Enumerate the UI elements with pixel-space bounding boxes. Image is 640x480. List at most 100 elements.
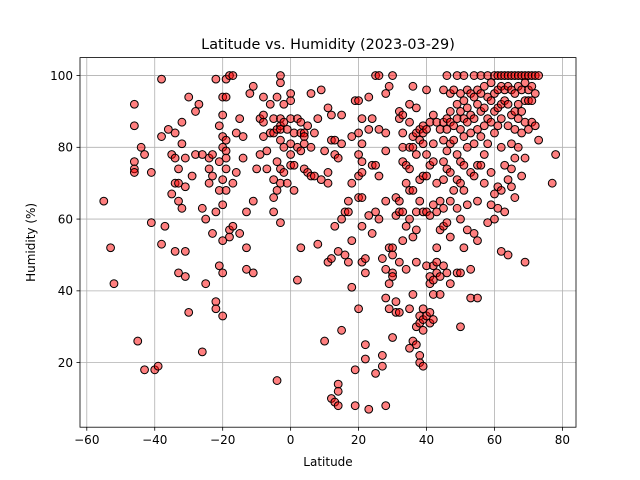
data-point — [214, 157, 224, 167]
data-point — [337, 139, 346, 149]
data-point — [405, 304, 414, 314]
data-point — [388, 243, 397, 253]
data-point — [316, 175, 326, 185]
data-point — [500, 160, 510, 170]
data-point — [391, 297, 401, 307]
data-point — [411, 257, 421, 267]
data-point — [157, 74, 166, 84]
data-point — [357, 114, 367, 123]
data-point — [381, 293, 391, 303]
data-point — [374, 214, 384, 224]
data-point — [337, 214, 346, 224]
data-point — [439, 203, 448, 213]
data-point — [286, 89, 296, 98]
data-point — [228, 221, 238, 231]
data-point — [520, 153, 530, 163]
data-point — [432, 207, 442, 217]
data-point — [177, 203, 187, 213]
data-point — [462, 142, 472, 152]
data-point — [146, 168, 156, 177]
data-point — [445, 168, 455, 177]
data-point — [330, 221, 340, 231]
data-point — [357, 221, 367, 231]
data-points — [99, 71, 561, 414]
data-point — [313, 239, 323, 249]
data-point — [384, 81, 394, 91]
data-point — [337, 110, 346, 120]
data-point — [296, 146, 306, 156]
data-point — [136, 142, 146, 152]
data-point — [479, 103, 489, 113]
data-point — [462, 117, 472, 127]
data-point — [388, 250, 397, 260]
data-point — [289, 185, 299, 195]
data-point — [479, 178, 489, 188]
data-point — [510, 89, 520, 98]
data-point — [476, 89, 486, 98]
data-point — [221, 135, 231, 145]
data-point — [293, 275, 302, 285]
data-point — [456, 178, 465, 188]
data-point — [343, 257, 353, 267]
data-point — [381, 89, 391, 98]
data-point — [473, 236, 482, 246]
data-point — [357, 157, 367, 167]
data-point — [231, 168, 241, 177]
data-point — [337, 325, 346, 335]
data-point — [377, 254, 387, 263]
data-point — [194, 99, 204, 109]
data-point — [469, 171, 479, 181]
data-point — [245, 89, 255, 98]
data-point — [333, 386, 343, 396]
data-point — [360, 268, 370, 278]
x-tick-label: −40 — [142, 433, 167, 447]
data-point — [174, 196, 183, 206]
data-point — [422, 85, 431, 95]
data-point — [476, 132, 486, 141]
data-point — [371, 207, 380, 217]
data-point — [371, 160, 380, 170]
data-point — [286, 139, 296, 149]
data-point — [442, 124, 452, 134]
data-point — [272, 157, 282, 167]
x-tick-label: 80 — [555, 433, 570, 447]
data-point — [510, 193, 520, 202]
data-point — [388, 333, 397, 342]
data-point — [238, 153, 248, 163]
data-point — [456, 107, 465, 116]
data-point — [279, 117, 289, 127]
data-point — [456, 214, 465, 224]
data-point — [388, 272, 397, 281]
data-point — [459, 243, 469, 253]
data-point — [418, 325, 428, 335]
data-point — [218, 236, 228, 246]
data-point — [242, 207, 251, 217]
data-point — [439, 175, 448, 185]
data-point — [180, 246, 190, 256]
data-point — [201, 214, 211, 224]
data-point — [490, 214, 499, 224]
data-point — [493, 203, 503, 213]
data-point — [435, 196, 445, 206]
data-point — [259, 110, 268, 120]
data-point — [276, 71, 285, 80]
data-point — [354, 150, 363, 159]
data-point — [299, 132, 309, 141]
data-point — [310, 171, 319, 181]
data-point — [204, 178, 214, 188]
data-point — [452, 150, 462, 159]
data-point — [398, 207, 408, 217]
data-point — [221, 92, 231, 102]
data-point — [191, 107, 200, 116]
data-point — [496, 246, 506, 256]
data-point — [466, 128, 476, 138]
data-point — [459, 71, 469, 80]
data-point — [262, 164, 272, 174]
data-point — [486, 168, 496, 177]
data-point — [160, 221, 170, 231]
data-point — [479, 81, 489, 91]
data-point — [180, 182, 190, 192]
data-point — [490, 128, 499, 138]
data-point — [323, 178, 333, 188]
data-point — [428, 110, 438, 120]
